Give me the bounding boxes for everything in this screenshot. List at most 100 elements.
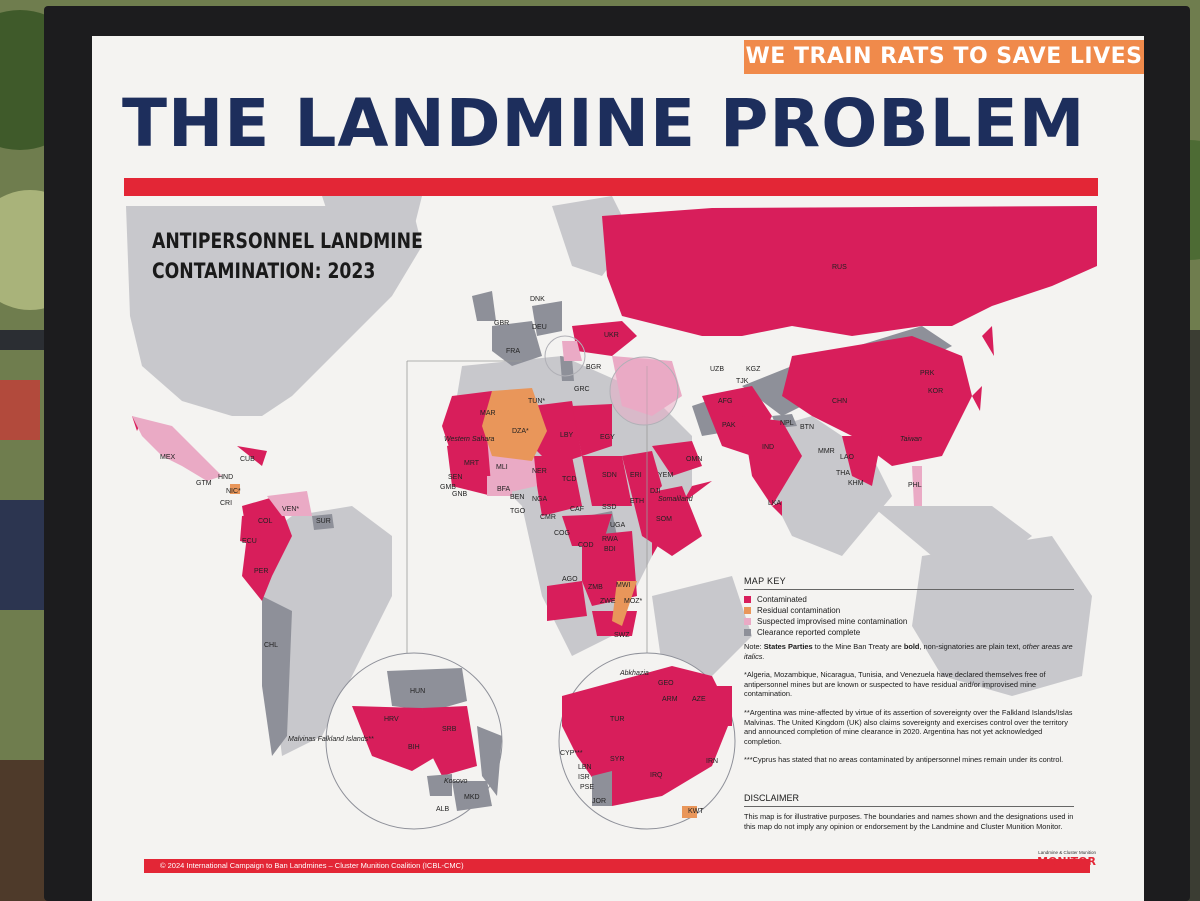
country-label: OMN: [686, 456, 703, 463]
inset-label: AZE: [692, 696, 706, 703]
country-label: MAR: [480, 410, 496, 417]
inset-label: BIH: [408, 744, 420, 751]
inset-label: ISR: [578, 774, 590, 781]
map-key: MAP KEY Contaminated Residual contaminat…: [744, 576, 1074, 638]
inset-label: SYR: [610, 756, 625, 763]
country-label: Taiwan: [900, 436, 922, 443]
country-label: SOM: [656, 516, 672, 523]
country-label: MEX: [160, 454, 176, 461]
country-label: AFG: [718, 398, 733, 405]
key-item-clearance: Clearance reported complete: [744, 627, 1074, 638]
country-label: GTM: [196, 480, 212, 487]
country-label: MOZ*: [624, 598, 643, 605]
country-label: BEN: [510, 494, 525, 501]
country-label: HND: [218, 474, 234, 481]
inset-label: IRN: [706, 758, 719, 765]
country-label: DNK: [530, 296, 545, 303]
country-label: ZWE: [600, 598, 616, 605]
country-label: DEU: [532, 324, 547, 331]
inset-label: JOR: [592, 798, 606, 805]
country-label: VEN*: [282, 506, 300, 513]
note-cyprus: ***Cyprus has stated that no areas conta…: [744, 755, 1064, 765]
contaminated-regions: [132, 206, 1097, 636]
country-label: MLI: [496, 464, 508, 471]
country-label: AGO: [562, 576, 578, 583]
inset-balkans: [325, 652, 503, 830]
map-key-heading: MAP KEY: [744, 576, 1074, 590]
country-label: UGA: [610, 522, 626, 529]
country-label: RUS: [832, 264, 847, 271]
country-label: CUB: [240, 456, 255, 463]
inset-label: SRB: [442, 726, 457, 733]
country-label: TCD: [562, 476, 577, 483]
key-swatch: [744, 596, 751, 603]
country-label: IND: [762, 444, 775, 451]
map-notes: Note: States Parties to the Mine Ban Tre…: [744, 642, 1074, 774]
country-label: TJK: [736, 378, 749, 385]
copyright-bar: © 2024 International Campaign to Ban Lan…: [144, 859, 1090, 873]
inset-label: KWT: [688, 808, 704, 815]
country-label: Malvinas Falkland Islands**: [288, 736, 374, 743]
country-label: YEM: [658, 472, 674, 479]
country-label: LAO: [840, 454, 855, 461]
country-label: PAK: [722, 422, 736, 429]
inset-label: LBN: [578, 764, 592, 771]
country-label: FRA: [506, 348, 520, 355]
map-title-line2: CONTAMINATION: 2023: [152, 259, 376, 283]
country-label: GBR: [494, 320, 510, 327]
country-label: PHL: [908, 482, 922, 489]
country-label: CAF: [570, 506, 584, 513]
country-label: SUR: [316, 518, 331, 525]
key-item-contaminated: Contaminated: [744, 594, 1074, 605]
inset-label: ARM: [662, 696, 678, 703]
disclaimer-heading: DISCLAIMER: [744, 793, 1074, 807]
poster: WE TRAIN RATS TO SAVE LIVES THE LANDMINE…: [92, 36, 1144, 901]
country-label: CHN: [832, 398, 848, 405]
country-label: UKR: [604, 332, 619, 339]
country-label: ERI: [630, 472, 642, 479]
country-label: GNB: [452, 491, 468, 498]
country-label: ETH: [630, 498, 644, 505]
key-item-residual: Residual contamination: [744, 605, 1074, 616]
note-declared-free: *Algeria, Mozambique, Nicaragua, Tunisia…: [744, 670, 1046, 699]
country-label: DJI: [650, 488, 661, 495]
title-underline: [124, 178, 1098, 196]
country-label: KHM: [848, 480, 864, 487]
country-label: COL: [258, 518, 273, 525]
country-label: BGR: [586, 364, 602, 371]
country-label: CRI: [220, 500, 233, 507]
country-label: MWI: [616, 582, 631, 589]
country-label: Western Sahara: [444, 436, 495, 443]
country-label: TGO: [510, 508, 526, 515]
country-label: BFA: [497, 486, 511, 493]
inset-label: ALB: [436, 806, 450, 813]
country-label: SWZ: [614, 632, 630, 639]
key-item-suspected: Suspected improvised mine contamination: [744, 616, 1074, 627]
inset-label: GEO: [658, 680, 674, 687]
country-label: BDI: [604, 546, 616, 553]
country-label: ZMB: [588, 584, 603, 591]
inset-label: MKD: [464, 794, 480, 801]
country-label: LBY: [560, 432, 574, 439]
key-swatch: [744, 618, 751, 625]
country-label: PER: [254, 568, 269, 575]
disclaimer-text: This map is for illustrative purposes. T…: [744, 812, 1074, 831]
key-swatch: [744, 629, 751, 636]
country-label: MMR: [818, 448, 835, 455]
inset-label: HRV: [384, 716, 399, 723]
country-label: PRK: [920, 370, 935, 377]
inset-label: Kosovo: [444, 778, 468, 785]
inset-label: TUR: [610, 716, 625, 723]
country-label: ECU: [242, 538, 257, 545]
inset-label: IRQ: [650, 772, 663, 779]
country-label: NPL: [780, 420, 794, 427]
inset-label: Abkhazia: [620, 670, 649, 677]
country-label: KOR: [928, 388, 944, 395]
note-treaty: Note: States Parties to the Mine Ban Tre…: [744, 642, 1073, 661]
country-label: CHL: [264, 642, 279, 649]
country-label: CMR: [540, 514, 556, 521]
country-label: NER: [532, 468, 547, 475]
country-label: THA: [836, 470, 850, 477]
country-label: SDN: [602, 472, 617, 479]
country-label: COD: [578, 542, 594, 549]
